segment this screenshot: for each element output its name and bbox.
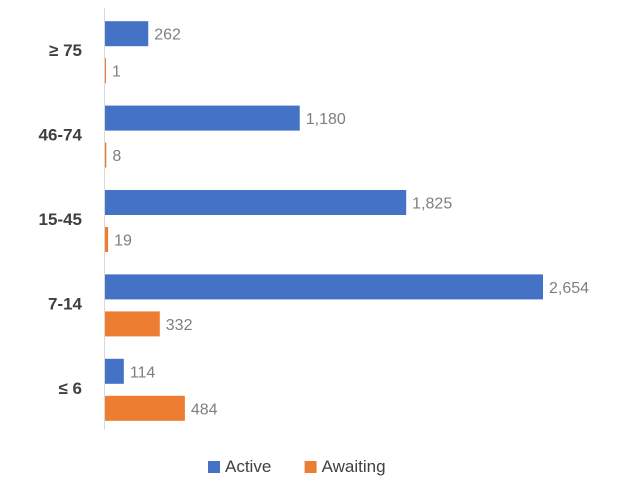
category-label: 15-45 <box>39 210 82 229</box>
category-label: ≤ 6 <box>58 379 82 398</box>
data-label-awaiting: 8 <box>112 148 121 165</box>
bar-awaiting <box>105 142 107 168</box>
category-label: 46-74 <box>39 126 83 145</box>
data-label-active: 262 <box>154 27 181 44</box>
bar-active <box>105 358 124 384</box>
bars-group <box>105 21 543 421</box>
data-label-active: 114 <box>130 364 156 381</box>
data-label-awaiting: 332 <box>166 317 193 334</box>
data-label-awaiting: 1 <box>112 64 121 81</box>
legend-swatch-active <box>208 461 220 473</box>
labels-group: ≥ 75 262 1 46-74 1,180 8 15-45 1,825 19 7-14 2,654… <box>39 27 590 419</box>
data-label-active: 1,180 <box>306 111 346 128</box>
bar-awaiting <box>105 395 185 421</box>
bar-active <box>105 105 300 131</box>
category-label: 7-14 <box>48 294 83 313</box>
legend: Active Awaiting <box>208 457 386 476</box>
legend-label-active: Active <box>225 457 271 476</box>
data-label-awaiting: 19 <box>114 233 132 250</box>
data-label-awaiting: 484 <box>191 401 218 418</box>
bar-active <box>105 274 543 300</box>
data-label-active: 2,654 <box>549 280 589 297</box>
legend-label-awaiting: Awaiting <box>322 457 386 476</box>
bar-awaiting <box>105 311 160 337</box>
legend-swatch-awaiting <box>304 461 317 473</box>
category-label: ≥ 75 <box>49 41 82 60</box>
bar-active <box>105 190 407 215</box>
bar-awaiting <box>105 227 109 252</box>
bar-active <box>105 21 149 47</box>
data-label-active: 1,825 <box>412 196 452 213</box>
bar-awaiting <box>105 58 106 84</box>
